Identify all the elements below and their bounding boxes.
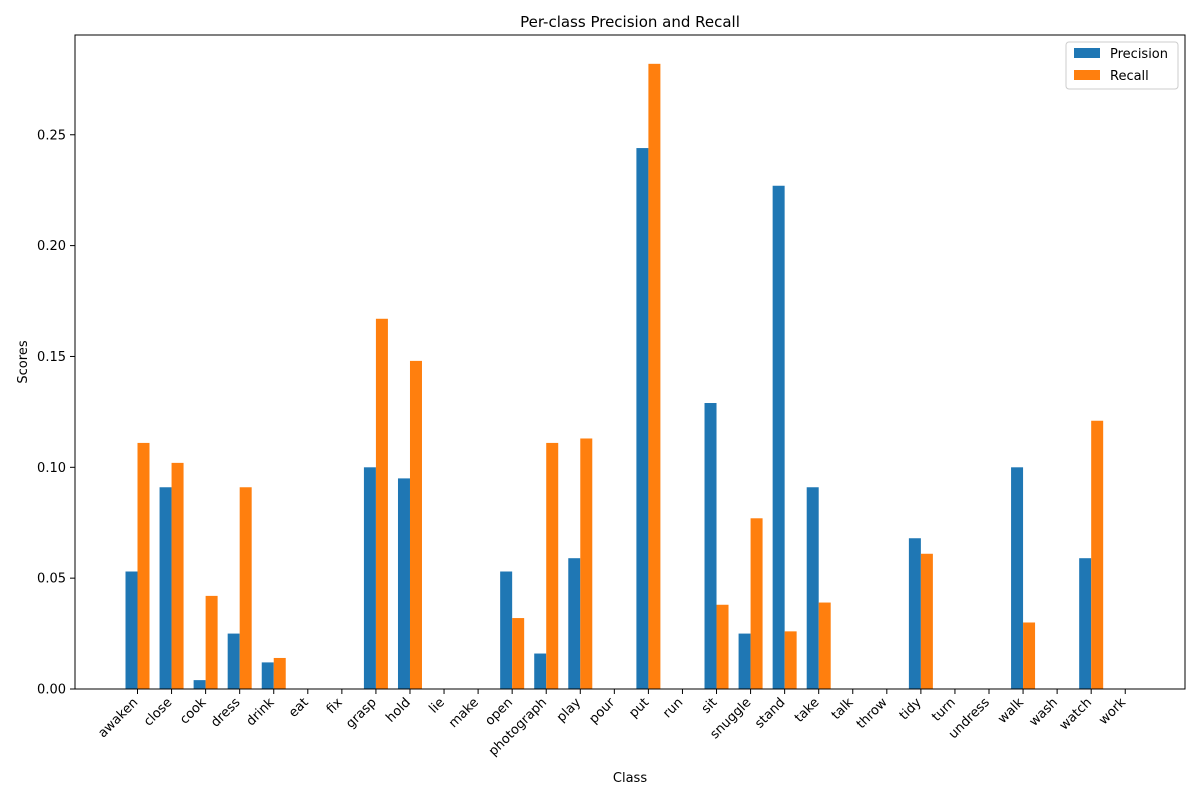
x-tick-label-cook: cook (177, 695, 210, 728)
y-tick-label: 0.25 (37, 128, 66, 143)
x-tick-label-dress: dress (208, 695, 243, 730)
precision-bar-drink (261, 662, 274, 689)
recall-bar-close (171, 462, 184, 689)
recall-bar-tidy (920, 553, 933, 689)
precision-bar-grasp (363, 467, 376, 689)
y-tick-label: 0.20 (37, 239, 66, 254)
x-tick-label-make: make (446, 695, 482, 731)
precision-bar-play (568, 558, 581, 689)
x-tick-label-wash: wash (1027, 695, 1061, 729)
precision-bar-close (159, 487, 172, 689)
x-tick-label-tidy: tidy (897, 695, 925, 723)
x-tick-label-awaken: awaken (95, 695, 141, 741)
chart-title: Per-class Precision and Recall (520, 13, 740, 31)
x-tick-label-close: close (141, 695, 175, 729)
y-tick-label: 0.15 (37, 350, 66, 365)
x-tick-label-stand: stand (752, 695, 788, 731)
y-tick-label: 0.00 (37, 683, 66, 698)
legend-swatch-precision (1074, 48, 1100, 58)
legend: Precision Recall (1065, 41, 1179, 90)
precision-bar-stand (772, 185, 785, 689)
precision-bar-awaken (125, 571, 138, 689)
precision-bar-watch (1079, 558, 1092, 689)
x-tick-label-lie: lie (426, 695, 447, 716)
y-tick-label: 0.10 (37, 461, 66, 476)
x-tick-label-play: play (554, 695, 584, 725)
x-tick-label-talk: talk (829, 695, 857, 723)
recall-bar-put (648, 63, 661, 690)
precision-bar-walk (1011, 467, 1024, 689)
x-tick-label-watch: watch (1057, 695, 1095, 733)
recall-bar-watch (1091, 420, 1104, 689)
precision-bar-hold (397, 478, 410, 689)
x-tick-label-work: work (1096, 695, 1129, 728)
precision-bar-photograph (534, 653, 547, 689)
recall-bar-play (580, 438, 593, 689)
precision-bar-dress (227, 633, 240, 689)
x-tick-label-eat: eat (286, 695, 312, 721)
legend-swatch-recall (1074, 70, 1100, 80)
x-tick-label-pour: pour (586, 695, 618, 727)
y-axis-label: Scores (16, 340, 31, 383)
precision-bar-tidy (908, 538, 921, 689)
precision-bar-sit (704, 403, 717, 689)
x-axis-label: Class (613, 771, 647, 786)
recall-bar-cook (205, 595, 218, 689)
recall-bar-open (512, 618, 525, 689)
recall-bar-dress (239, 487, 252, 689)
x-tick-label-grasp: grasp (343, 695, 379, 731)
legend-label-recall: Recall (1110, 69, 1149, 84)
recall-bar-hold (409, 360, 422, 689)
precision-bar-take (806, 487, 819, 689)
y-axis: 0.00 0.05 0.10 0.15 0.20 0.25 (37, 128, 75, 698)
recall-bar-grasp (375, 318, 388, 689)
plot-frame (74, 34, 1186, 690)
x-tick-label-sit: sit (699, 695, 721, 717)
y-tick-label: 0.05 (37, 572, 66, 587)
x-tick-label-take: take (792, 695, 823, 726)
x-tick-label-fix: fix (324, 695, 346, 717)
x-tick-label-turn: turn (929, 695, 958, 724)
x-tick-label-run: run (660, 695, 686, 721)
precision-bar-open (500, 571, 513, 689)
precision-bar-snuggle (738, 633, 751, 689)
x-tick-label-walk: walk (995, 695, 1027, 727)
recall-bar-photograph (546, 442, 559, 689)
recall-bar-stand (784, 631, 797, 689)
x-tick-label-put: put (626, 695, 652, 721)
precision-bar-cook (193, 680, 206, 689)
precision-bar-put (636, 148, 649, 690)
x-tick-label-hold: hold (383, 695, 413, 725)
recall-bar-sit (716, 604, 729, 689)
bars-group (125, 63, 1104, 690)
recall-bar-take (818, 602, 831, 689)
recall-bar-awaken (137, 442, 150, 689)
x-tick-label-drink: drink (244, 695, 278, 729)
legend-label-precision: Precision (1110, 47, 1168, 62)
recall-bar-snuggle (750, 518, 763, 689)
recall-bar-walk (1023, 622, 1036, 689)
recall-bar-drink (273, 657, 286, 689)
x-tick-label-throw: throw (854, 695, 891, 732)
